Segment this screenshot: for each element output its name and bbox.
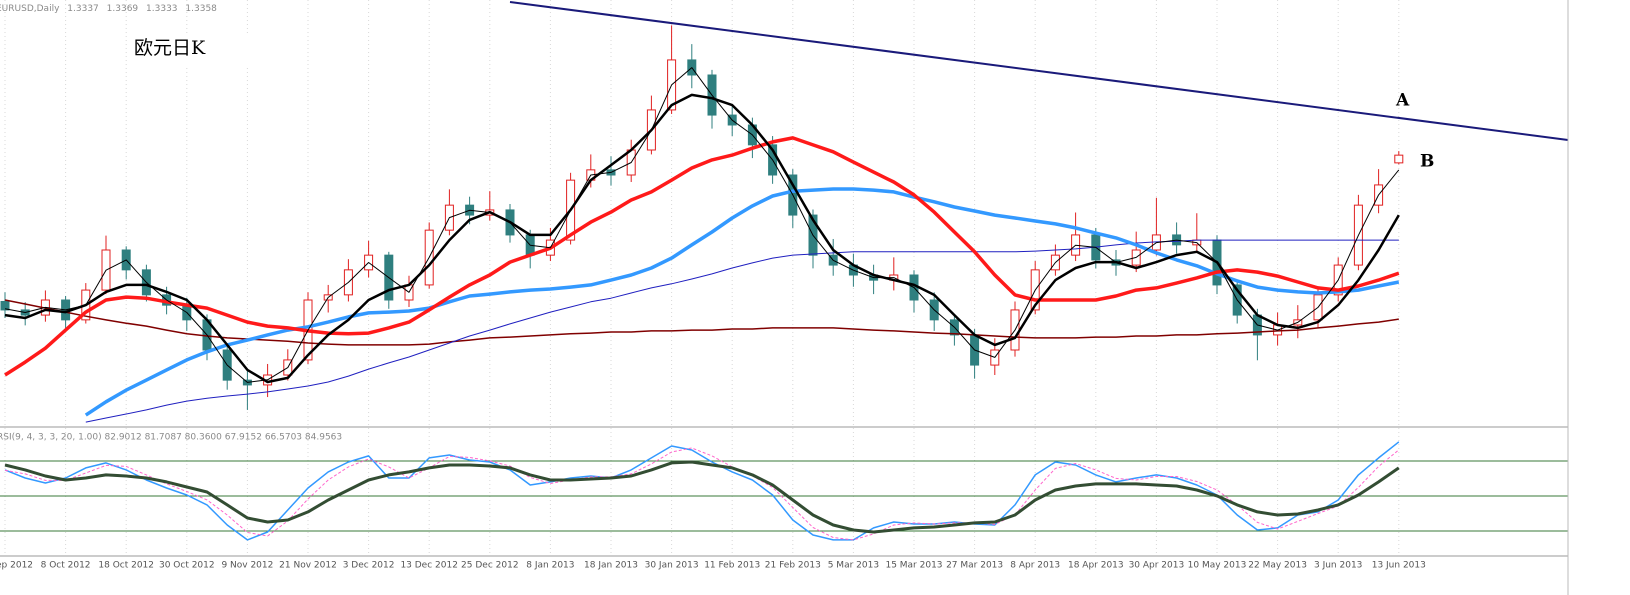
- grid: [4, 0, 1400, 556]
- x-tick-label: 30 Jan 2013: [645, 561, 699, 571]
- indicator-line: [4, 299, 1399, 346]
- x-tick-label: 8 Apr 2013: [1010, 561, 1060, 571]
- indicator-line: [4, 93, 1400, 384]
- close-value: 1.3358: [185, 4, 217, 14]
- indicator-line: [4, 67, 1400, 383]
- low-value: 1.3333: [146, 4, 178, 14]
- x-tick-label: 9 Nov 2012: [221, 561, 273, 571]
- x-tick-label: 27 Mar 2013: [946, 561, 1003, 571]
- x-tick-label: 5 Mar 2013: [828, 561, 879, 571]
- candle-body: [0, 300, 10, 311]
- x-tick-label: 10 May 2013: [1188, 561, 1247, 571]
- x-tick-label: 13 Dec 2012: [400, 561, 458, 571]
- price-panel: [0, 25, 1404, 423]
- x-tick-label: 25 Dec 2012: [461, 561, 519, 571]
- x-tick-label: 30 Oct 2012: [159, 561, 215, 571]
- title-box: [130, 34, 270, 66]
- x-tick-label: 11 Feb 2013: [704, 561, 760, 571]
- x-tick-label: 3 Jun 2013: [1314, 561, 1362, 571]
- indicator-title: RSI(9, 4, 3, 3, 20, 1.00) 82.9012 81.708…: [0, 433, 342, 443]
- x-tick-label: 13 Jun 2013: [1372, 561, 1426, 571]
- x-tick-label: ep 2012: [0, 561, 33, 571]
- candle-body: [1394, 154, 1404, 164]
- chart-title: 欧元日K: [134, 37, 206, 59]
- x-tick-label: 8 Oct 2012: [41, 561, 91, 571]
- annotation: A: [1395, 91, 1410, 111]
- indicator-line: [4, 136, 1400, 377]
- x-tick-label: 18 Jan 2013: [584, 561, 638, 571]
- rsi-panel: [0, 441, 1568, 541]
- trend-line: [509, 1, 1569, 141]
- annotation: B: [1420, 152, 1434, 172]
- indicator-line: [4, 447, 1400, 541]
- x-tick-label: 21 Feb 2013: [765, 561, 821, 571]
- x-tick-label: 8 Jan 2013: [526, 561, 574, 571]
- x-tick-label: 15 Mar 2013: [885, 561, 942, 571]
- symbol-header: EURUSD,Daily 1.3337 1.3369 1.3333 1.3358: [0, 4, 217, 14]
- x-tick-label: 30 Apr 2013: [1129, 561, 1185, 571]
- open-value: 1.3337: [67, 4, 99, 14]
- high-value: 1.3369: [107, 4, 139, 14]
- indicator-line: [4, 460, 1400, 534]
- x-tick-label: 21 Nov 2012: [279, 561, 337, 571]
- x-tick-label: 18 Apr 2013: [1068, 561, 1124, 571]
- x-tick-label: 22 May 2013: [1248, 561, 1307, 571]
- x-tick-label: 18 Oct 2012: [98, 561, 154, 571]
- symbol: EURUSD,Daily: [0, 4, 60, 14]
- indicator-line: [84, 187, 1400, 417]
- x-tick-label: 3 Dec 2012: [343, 561, 395, 571]
